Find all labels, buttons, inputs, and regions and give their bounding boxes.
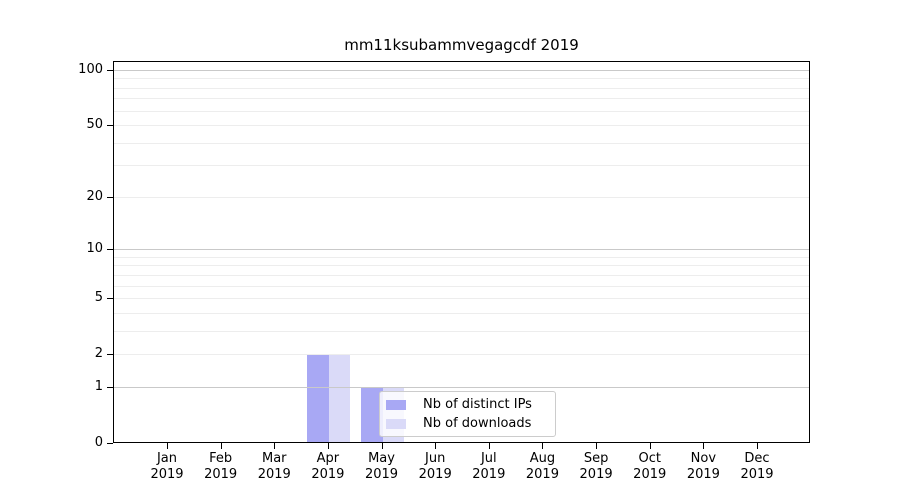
x-tick-feb <box>220 443 222 449</box>
gridline-90 <box>114 78 809 80</box>
y-tick-20 <box>107 196 113 198</box>
gridline-10 <box>114 249 809 251</box>
gridline-40 <box>114 142 809 144</box>
x-tick-jul <box>488 443 490 449</box>
gridline-50 <box>114 125 809 127</box>
y-tick-label-0: 0 <box>94 435 103 450</box>
y-tick-label-100: 100 <box>78 61 103 77</box>
legend-label-downloads: Nb of downloads <box>423 416 532 431</box>
y-tick-label-1: 1 <box>94 378 103 394</box>
x-tick-label-nov: Nov 2019 <box>686 451 720 482</box>
gridline-70 <box>114 98 809 100</box>
y-tick-0 <box>107 443 113 444</box>
bar-apr-downloads <box>328 354 351 442</box>
gridline-80 <box>114 87 809 89</box>
gridline-3 <box>114 330 809 332</box>
x-tick-jun <box>435 443 437 449</box>
x-tick-label-oct: Oct 2019 <box>633 451 667 482</box>
y-tick-2 <box>107 354 113 356</box>
y-tick-label-5: 5 <box>94 290 103 306</box>
y-tick-10 <box>107 249 113 251</box>
x-tick-label-aug: Aug 2019 <box>525 451 559 482</box>
gridline-30 <box>114 165 809 167</box>
legend-swatch-downloads <box>386 418 406 429</box>
gridline-20 <box>114 196 809 198</box>
y-tick-label-10: 10 <box>86 241 103 257</box>
chart-title: mm11ksubammvegagcdf 2019 <box>344 36 579 54</box>
legend-swatch-distinct-ips <box>386 399 406 410</box>
x-tick-dec <box>756 443 758 449</box>
plot-area <box>113 61 810 443</box>
y-tick-label-2: 2 <box>94 346 103 362</box>
x-tick-label-sep: Sep 2019 <box>579 451 613 482</box>
gridline-8 <box>114 265 809 267</box>
x-tick-sep <box>596 443 598 449</box>
y-tick-5 <box>107 298 113 300</box>
gridline-1 <box>114 386 809 388</box>
y-tick-label-20: 20 <box>86 188 103 204</box>
legend-item-distinct-ips: Nb of distinct IPs <box>386 397 555 412</box>
x-tick-label-jan: Jan 2019 <box>150 451 184 482</box>
bar-may-distinct-ips <box>361 386 383 442</box>
x-tick-label-feb: Feb 2019 <box>204 451 238 482</box>
y-tick-1 <box>107 386 113 388</box>
gridline-5 <box>114 298 809 300</box>
x-tick-label-may: May 2019 <box>364 451 399 482</box>
x-tick-aug <box>542 443 544 449</box>
gridline-4 <box>114 312 809 314</box>
x-tick-apr <box>327 443 329 449</box>
x-tick-label-apr: Apr 2019 <box>311 451 345 482</box>
y-tick-50 <box>107 125 113 127</box>
x-tick-label-dec: Dec 2019 <box>740 451 774 482</box>
gridline-100 <box>114 69 809 71</box>
bar-apr-distinct-ips <box>307 354 329 442</box>
legend-label-distinct-ips: Nb of distinct IPs <box>423 397 532 412</box>
gridline-7 <box>114 274 809 276</box>
x-tick-oct <box>649 443 651 449</box>
x-tick-nov <box>703 443 705 449</box>
gridline-2 <box>114 354 809 356</box>
gridline-6 <box>114 285 809 287</box>
legend-item-downloads: Nb of downloads <box>386 416 555 431</box>
gridline-9 <box>114 256 809 258</box>
x-tick-label-mar: Mar 2019 <box>257 451 291 482</box>
x-tick-mar <box>274 443 276 449</box>
legend: Nb of distinct IPs Nb of downloads <box>379 391 556 437</box>
x-tick-label-jun: Jun 2019 <box>418 451 452 482</box>
x-tick-may <box>381 443 383 449</box>
y-tick-label-50: 50 <box>86 117 103 133</box>
x-tick-jan <box>167 443 168 449</box>
x-tick-label-jul: Jul 2019 <box>472 451 506 482</box>
y-tick-100 <box>107 69 113 71</box>
gridline-60 <box>114 110 809 112</box>
